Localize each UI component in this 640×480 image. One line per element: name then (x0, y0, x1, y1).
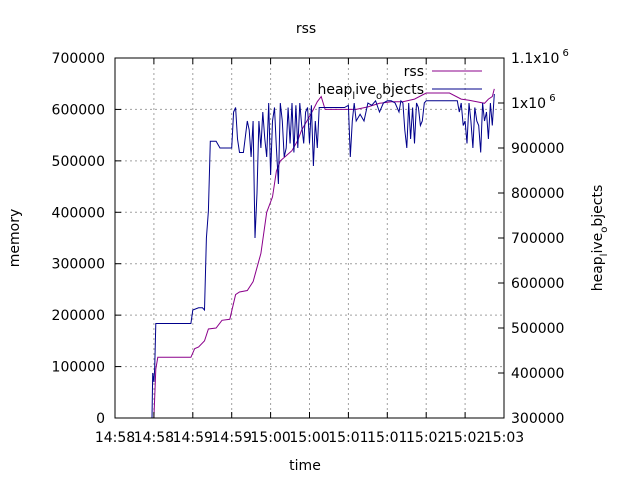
y-tick-label: 500000 (52, 154, 105, 170)
y2-tick-label: 500000 (511, 321, 564, 337)
y2-tick-label: 600000 (511, 276, 564, 292)
chart-title: rss (296, 21, 316, 37)
x-tick-label: 14:58 (95, 430, 135, 446)
y-axis-label: memory (7, 209, 23, 268)
ticks: 0 100000 200000 300000 400000 500000 600000 700… (52, 48, 569, 446)
x-tick-label: 15:02 (445, 430, 485, 446)
y-tick-label: 700000 (52, 51, 105, 67)
y-tick-label: 0 (96, 411, 105, 427)
y2-tick-label: 400000 (511, 366, 564, 382)
series-layer (151, 88, 495, 419)
x-tick-label: 15:03 (484, 430, 524, 446)
x-tick-label: 15:01 (328, 430, 368, 446)
grid (115, 58, 504, 418)
x-tick-label: 15:00 (250, 430, 290, 446)
x-tick-label: 14:58 (134, 430, 174, 446)
y-tick-label: 300000 (52, 257, 105, 273)
y2-tick-label: 300000 (511, 411, 564, 427)
y2-tick-label: 900000 (511, 141, 564, 157)
x-tick-label: 15:01 (367, 430, 407, 446)
legend-label: heapliveobjects (317, 82, 424, 102)
x-tick-label: 14:59 (212, 430, 252, 446)
series-line-heap-live-objects (151, 93, 495, 419)
y-tick-label: 600000 (52, 102, 105, 118)
legend-label: rss (404, 64, 424, 80)
y2-tick-label: 700000 (511, 231, 564, 247)
y2-tick-label: 1.1x10 6 (511, 48, 569, 67)
x-axis-label: time (289, 458, 321, 474)
y-tick-label: 100000 (52, 360, 105, 376)
y-tick-label: 400000 (52, 205, 105, 221)
x-tick-label: 14:59 (173, 430, 213, 446)
y2-tick-label: 1x10 6 (511, 93, 556, 112)
x-tick-label: 15:00 (289, 430, 329, 446)
series-line-rss (152, 88, 495, 419)
x-tick-label: 15:02 (406, 430, 446, 446)
y2-axis-label: heapliveobjects (590, 185, 610, 292)
y2-tick-label: 800000 (511, 186, 564, 202)
legend: rss heapliveobjects (317, 64, 482, 102)
y-tick-label: 200000 (52, 308, 105, 324)
